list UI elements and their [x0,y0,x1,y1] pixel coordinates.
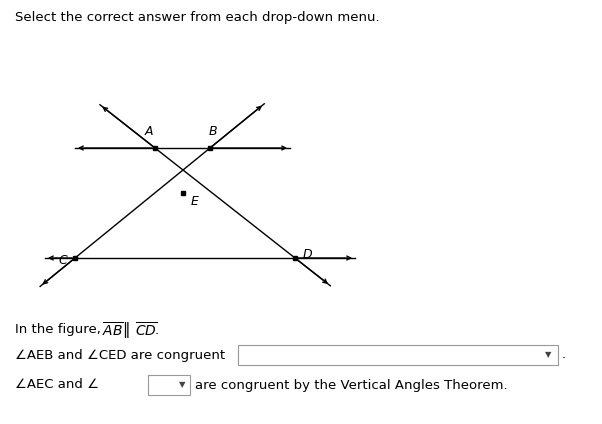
Text: Select the correct answer from each drop-down menu.: Select the correct answer from each drop… [15,11,380,25]
Text: ▼: ▼ [545,351,551,360]
Text: C: C [58,254,67,267]
Bar [238,345,558,365]
Text: $\overline{AB}$: $\overline{AB}$ [102,321,124,339]
Text: D: D [303,248,312,260]
Bar [148,375,190,395]
Text: ▼: ▼ [179,380,185,390]
Text: A: A [144,125,154,138]
Text: ∠AEC and ∠: ∠AEC and ∠ [15,379,99,391]
Text: ∠AEB and ∠CED are congruent: ∠AEB and ∠CED are congruent [15,349,225,362]
Text: B: B [209,125,217,138]
Text: $\Vert$: $\Vert$ [122,320,129,340]
Text: .: . [562,349,566,362]
Text: $\overline{CD}$: $\overline{CD}$ [135,321,157,339]
Text: E: E [191,195,199,208]
Text: are congruent by the Vertical Angles Theorem.: are congruent by the Vertical Angles The… [195,379,507,391]
Text: .: . [155,324,159,337]
Text: In the figure,: In the figure, [15,324,108,337]
